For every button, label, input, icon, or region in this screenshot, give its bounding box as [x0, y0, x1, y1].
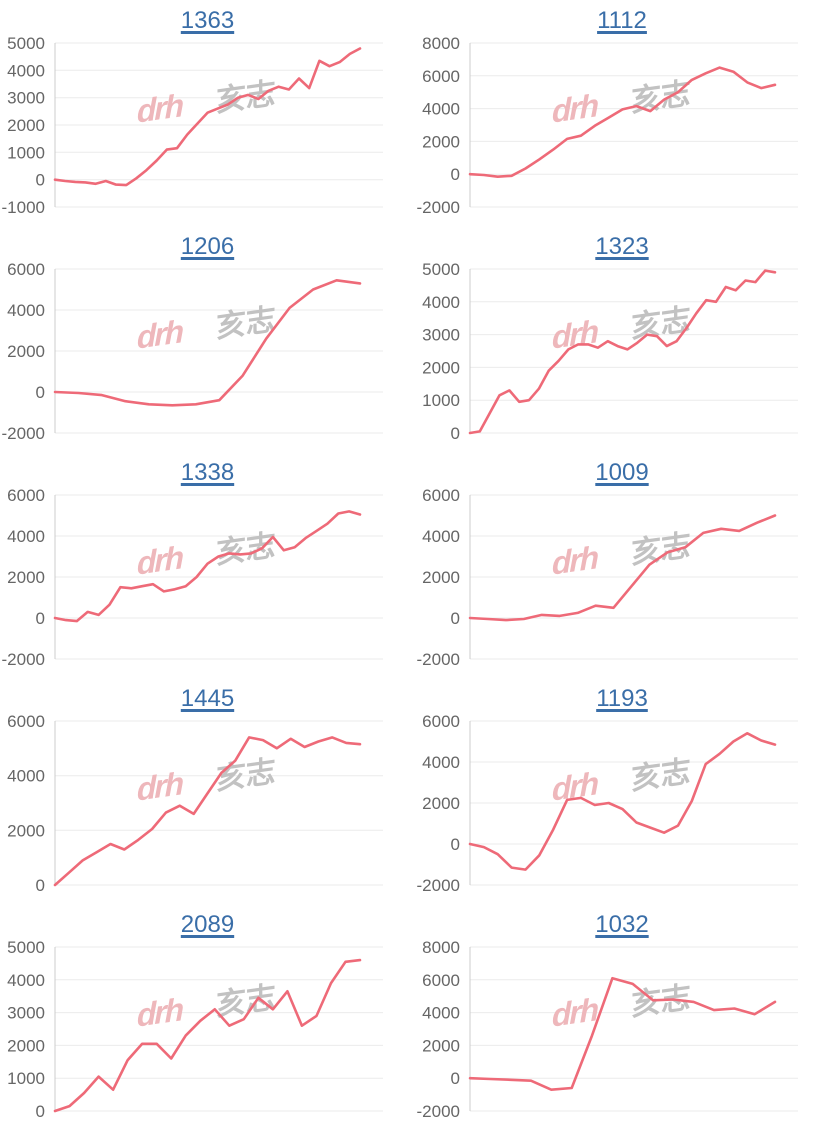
svg-text:2000: 2000 [422, 568, 460, 587]
svg-text:6000: 6000 [7, 712, 45, 731]
svg-text:亥志: 亥志 [216, 528, 275, 571]
svg-text:0: 0 [36, 383, 45, 402]
svg-text:亥志: 亥志 [631, 76, 690, 119]
svg-text:4000: 4000 [422, 100, 460, 119]
svg-text:0: 0 [36, 876, 45, 895]
svg-text:5000: 5000 [422, 260, 460, 279]
svg-text:2000: 2000 [7, 821, 45, 840]
svg-text:0: 0 [451, 424, 460, 443]
svg-text:4000: 4000 [7, 971, 45, 990]
svg-text:0: 0 [451, 165, 460, 184]
svg-text:3000: 3000 [422, 326, 460, 345]
svg-text:drh: drh [552, 991, 598, 1034]
svg-text:-2000: -2000 [417, 198, 460, 217]
svg-text:drh: drh [137, 313, 183, 356]
svg-text:-2000: -2000 [417, 1102, 460, 1121]
svg-text:4000: 4000 [422, 753, 460, 772]
svg-text:8000: 8000 [422, 34, 460, 53]
svg-text:1000: 1000 [7, 143, 45, 162]
svg-text:4000: 4000 [7, 61, 45, 80]
svg-text:4000: 4000 [7, 301, 45, 320]
svg-text:-2000: -2000 [2, 650, 45, 669]
svg-text:0: 0 [36, 609, 45, 628]
svg-text:2000: 2000 [7, 342, 45, 361]
svg-text:8000: 8000 [422, 938, 460, 957]
svg-text:drh: drh [552, 313, 598, 356]
svg-text:0: 0 [451, 1069, 460, 1088]
svg-text:0: 0 [36, 1102, 45, 1121]
svg-text:drh: drh [137, 87, 183, 130]
svg-text:3000: 3000 [7, 1004, 45, 1023]
svg-text:6000: 6000 [422, 971, 460, 990]
svg-text:drh: drh [137, 539, 183, 582]
svg-text:6000: 6000 [422, 486, 460, 505]
svg-text:0: 0 [451, 835, 460, 854]
svg-text:6000: 6000 [422, 67, 460, 86]
svg-text:2000: 2000 [422, 132, 460, 151]
svg-text:5000: 5000 [7, 938, 45, 957]
svg-text:drh: drh [552, 539, 598, 582]
svg-text:亥志: 亥志 [631, 302, 690, 345]
svg-text:6000: 6000 [422, 712, 460, 731]
svg-text:6000: 6000 [7, 486, 45, 505]
svg-text:drh: drh [552, 765, 598, 808]
svg-text:亥志: 亥志 [216, 76, 275, 119]
svg-text:2000: 2000 [7, 116, 45, 135]
svg-text:3000: 3000 [7, 89, 45, 108]
svg-text:2000: 2000 [7, 1036, 45, 1055]
svg-text:-2000: -2000 [2, 424, 45, 443]
svg-text:4000: 4000 [422, 1004, 460, 1023]
svg-text:0: 0 [451, 609, 460, 628]
svg-text:0: 0 [36, 171, 45, 190]
svg-text:4000: 4000 [422, 527, 460, 546]
svg-text:6000: 6000 [7, 260, 45, 279]
svg-text:2000: 2000 [422, 1036, 460, 1055]
svg-text:1000: 1000 [422, 391, 460, 410]
svg-text:亥志: 亥志 [631, 754, 690, 797]
svg-text:1000: 1000 [7, 1069, 45, 1088]
svg-text:2000: 2000 [422, 358, 460, 377]
svg-text:亥志: 亥志 [216, 754, 275, 797]
svg-text:2000: 2000 [7, 568, 45, 587]
svg-text:drh: drh [137, 991, 183, 1034]
svg-text:2000: 2000 [422, 794, 460, 813]
svg-text:drh: drh [552, 87, 598, 130]
svg-text:drh: drh [137, 765, 183, 808]
svg-text:-1000: -1000 [2, 198, 45, 217]
svg-text:4000: 4000 [7, 767, 45, 786]
svg-text:-2000: -2000 [417, 876, 460, 895]
svg-text:4000: 4000 [7, 527, 45, 546]
svg-text:-2000: -2000 [417, 650, 460, 669]
svg-text:4000: 4000 [422, 293, 460, 312]
svg-text:5000: 5000 [7, 34, 45, 53]
